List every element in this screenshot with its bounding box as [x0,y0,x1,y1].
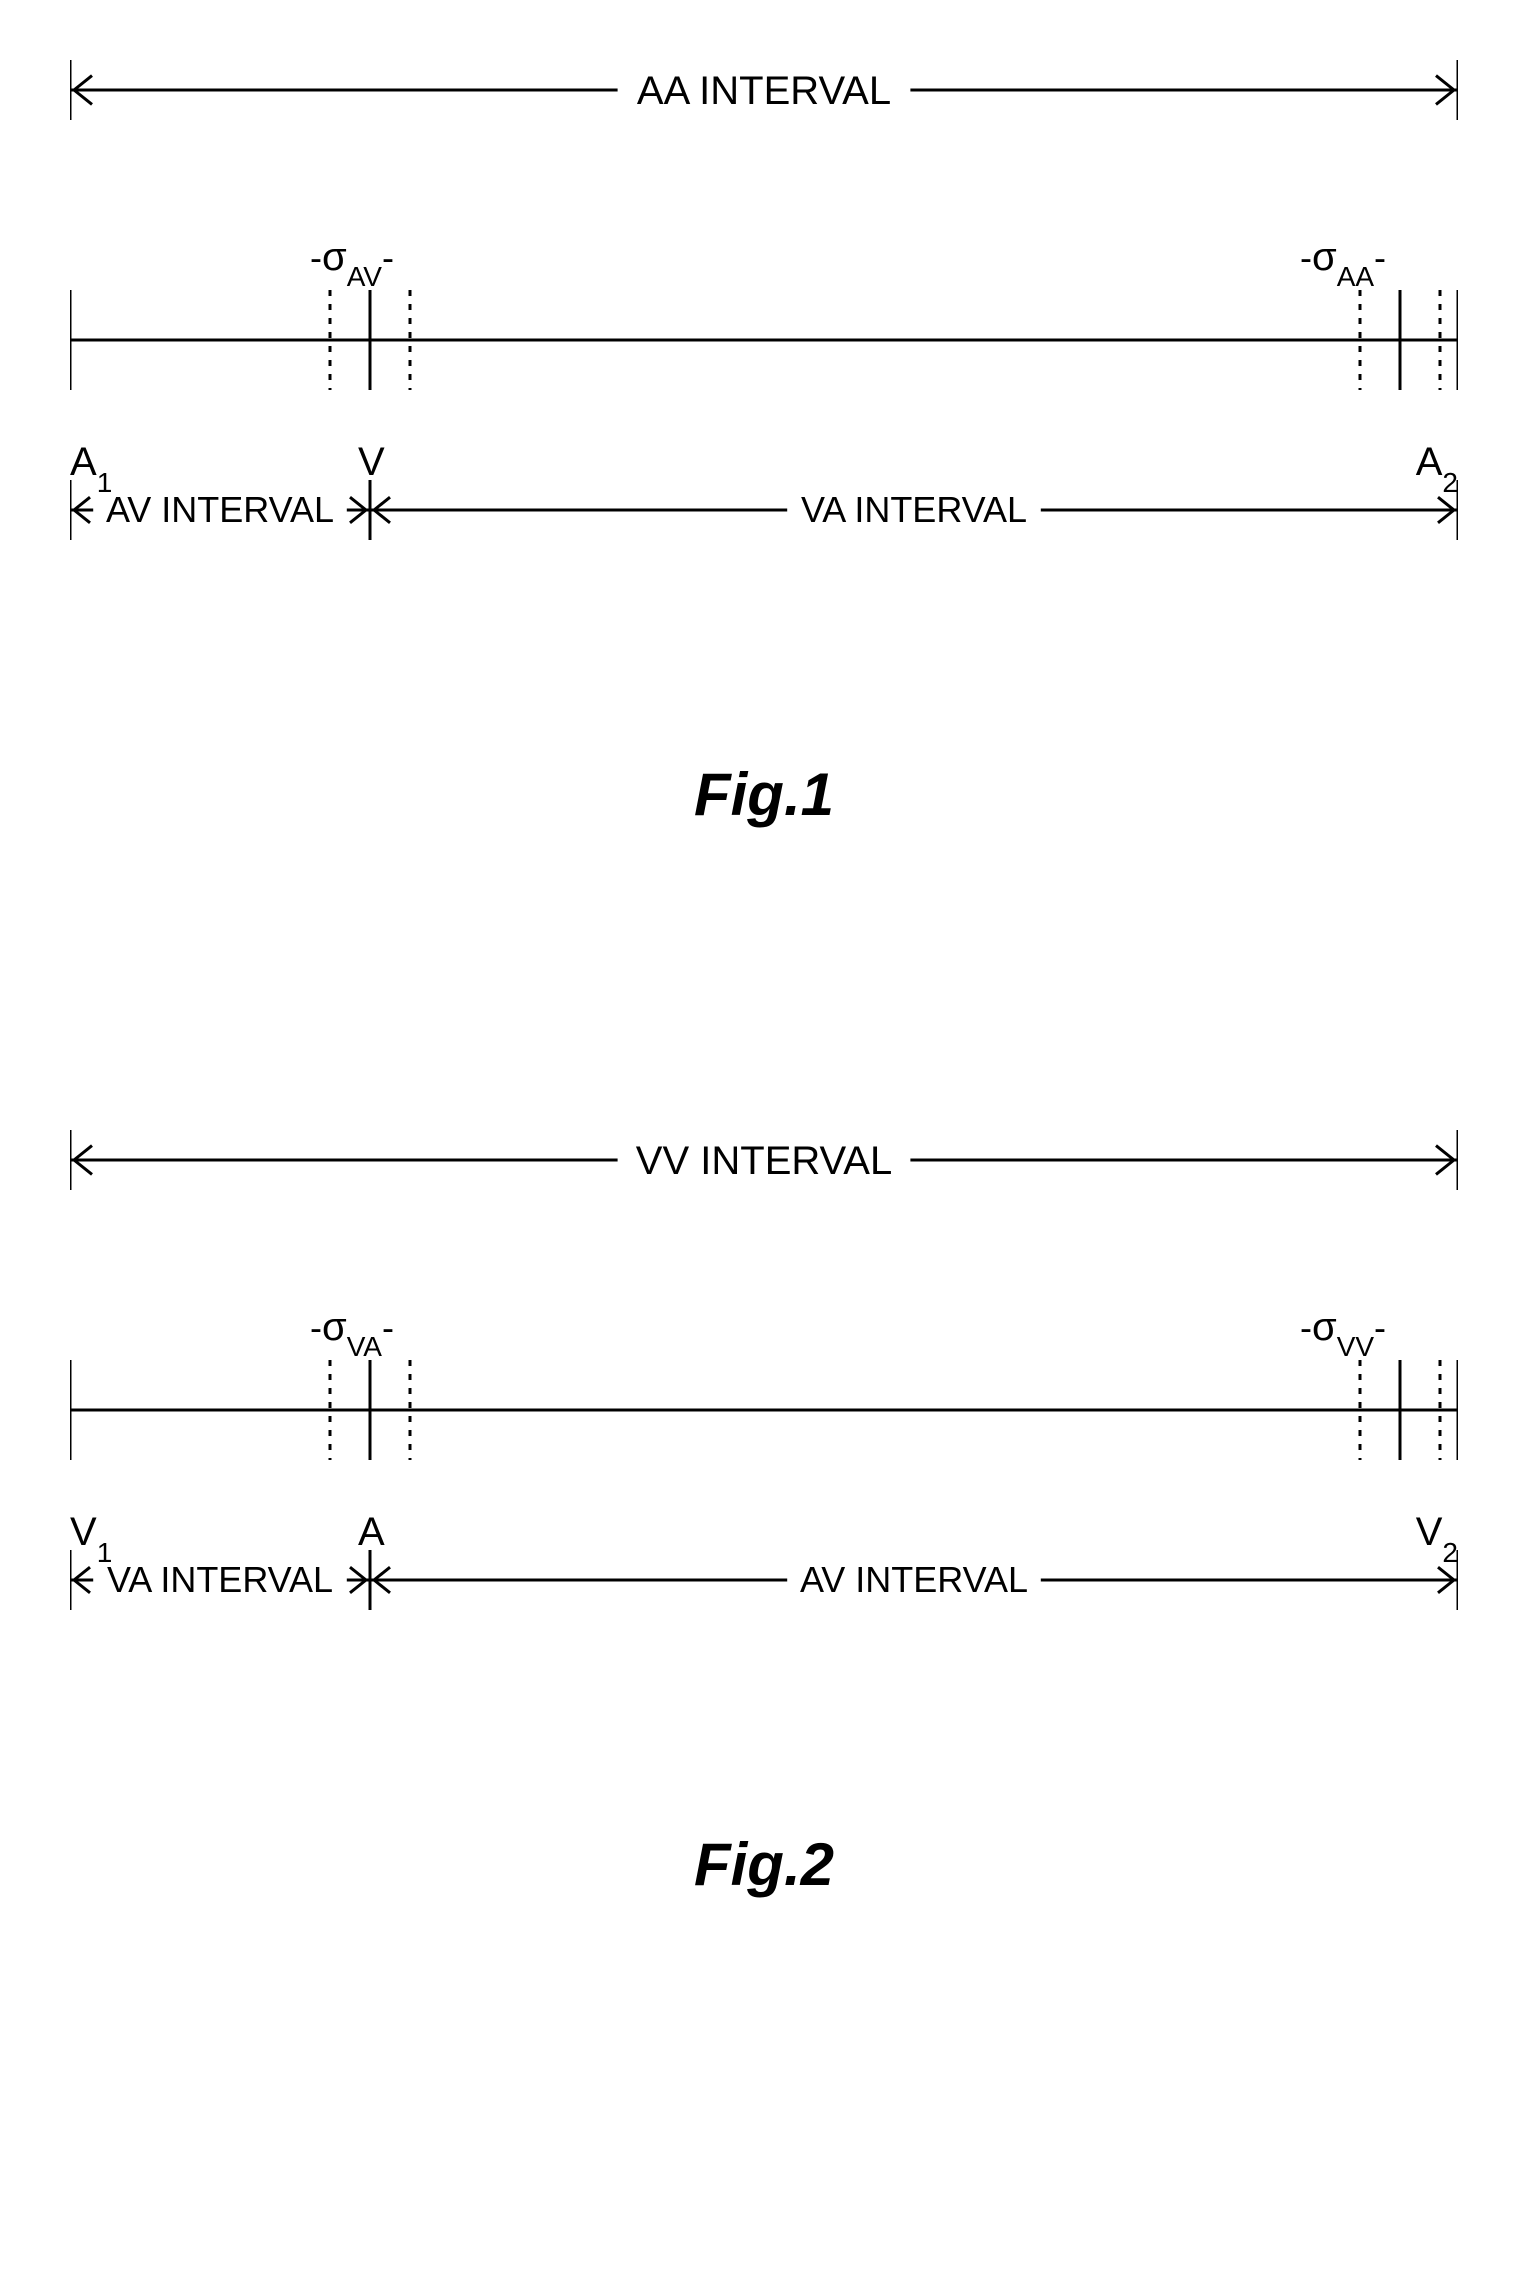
event-label: A1 [70,440,112,491]
page: AA INTERVAL AV INTERVAL VA INTERVAL -σAV- -σ… [0,0,1528,2273]
event-label: V1 [70,1510,112,1561]
svg-text:AV INTERVAL: AV INTERVAL [106,489,334,530]
timing-svg: AA INTERVAL AV INTERVAL VA INTERVAL [70,60,1458,580]
figure-label: Fig.2 [70,1830,1458,1899]
svg-text:VA INTERVAL: VA INTERVAL [107,1559,333,1600]
sigma-label: -σVA- [310,1305,394,1355]
sigma-label: -σAV- [310,235,394,285]
event-label: A [358,1510,385,1555]
sigma-label: -σAA- [1300,235,1386,285]
timing-svg: VV INTERVAL VA INTERVAL AV INTERVAL [70,1130,1458,1650]
event-label: A2 [1416,440,1458,491]
figure-label: Fig.1 [70,760,1458,829]
svg-text:VV INTERVAL: VV INTERVAL [636,1139,892,1183]
event-label: V [358,440,385,485]
svg-text:VA INTERVAL: VA INTERVAL [801,489,1027,530]
event-label: V2 [1416,1510,1458,1561]
svg-text:AV INTERVAL: AV INTERVAL [800,1559,1028,1600]
svg-text:AA INTERVAL: AA INTERVAL [637,69,891,113]
sigma-label: -σVV- [1300,1305,1386,1355]
